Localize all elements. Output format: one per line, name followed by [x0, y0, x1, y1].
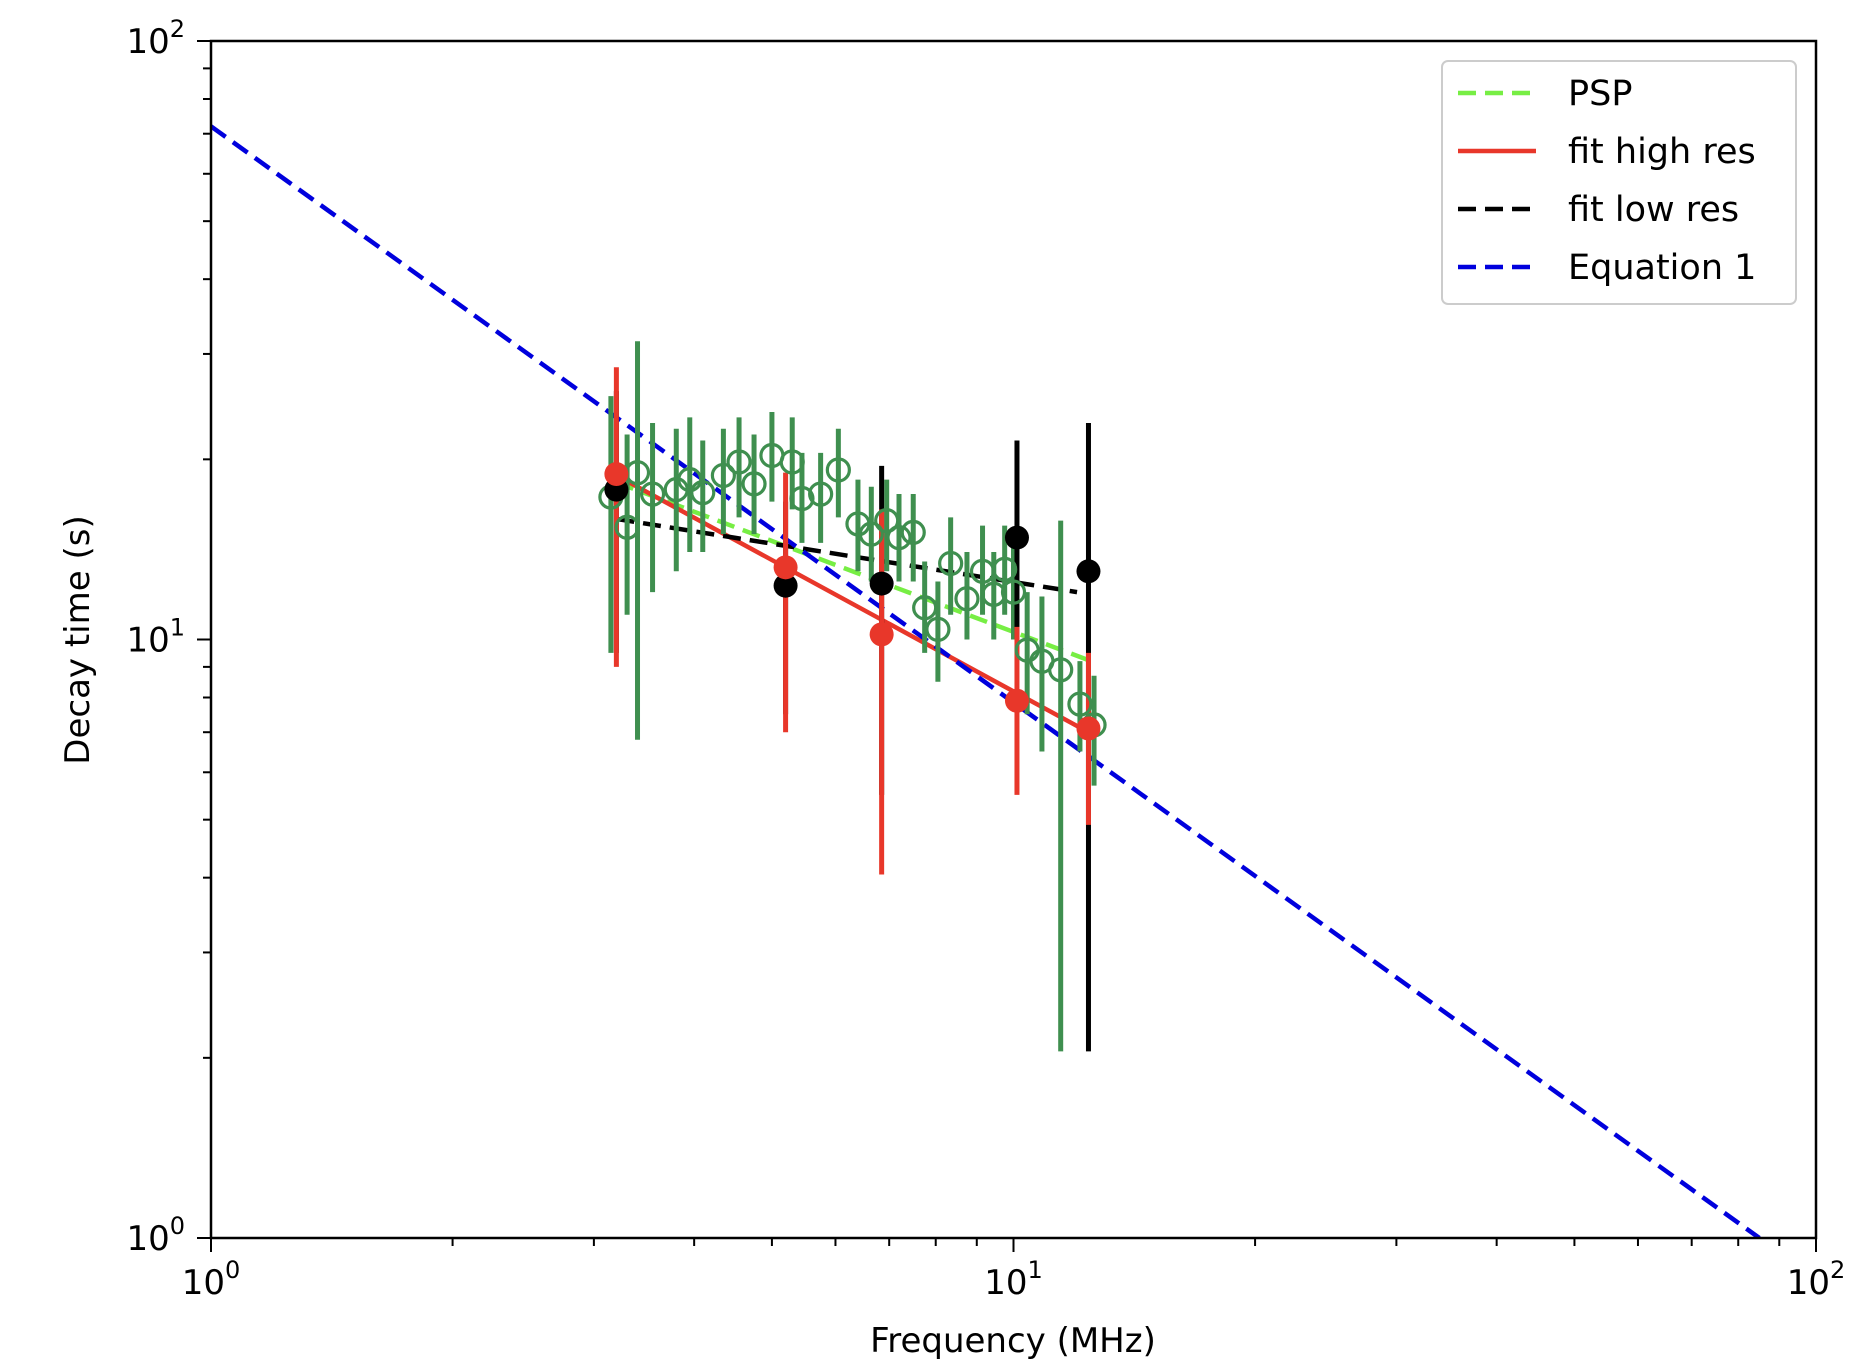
point-PSP: [741, 471, 767, 497]
point-PSP: [938, 550, 964, 577]
point-PSP: [825, 457, 851, 483]
point-fit-low-res: [869, 571, 894, 596]
point-PSP: [886, 524, 912, 551]
legend-label-Equation-1: Equation 1: [1568, 248, 1756, 288]
point-PSP: [710, 462, 736, 489]
legend-box: [1441, 60, 1797, 305]
point-fit-high-res: [773, 555, 798, 580]
legend-label-fit-low-res: fit low res: [1568, 190, 1739, 230]
point-PSP: [789, 485, 815, 512]
x-tick-base: 10: [1787, 1263, 1830, 1303]
point-PSP: [874, 508, 900, 534]
x-tick-exp: 1: [1027, 1256, 1042, 1284]
point-PSP: [900, 519, 926, 545]
point-PSP: [1000, 579, 1027, 605]
point-PSP: [677, 466, 703, 493]
axis-ticks: [197, 40, 1817, 1252]
legend-label-PSP: PSP: [1568, 74, 1632, 114]
line-Equation-1: [211, 124, 1761, 1238]
x-tick-exp: 2: [1830, 1256, 1845, 1284]
point-fit-high-res: [1076, 716, 1101, 741]
y-tick-label: 101: [126, 614, 185, 661]
point-fit-high-res: [1004, 688, 1029, 713]
y-tick-exp: 2: [170, 15, 185, 43]
y-tick-exp: 1: [170, 614, 185, 642]
y-axis-title: Decay time (s): [58, 515, 98, 764]
point-fit-low-res: [773, 573, 798, 598]
point-fit-high-res: [604, 462, 629, 487]
legend: PSP fit high res fit low res Equation 1: [1441, 60, 1797, 305]
y-tick-base: 10: [126, 621, 169, 661]
point-PSP: [925, 616, 951, 642]
point-fit-low-res: [1004, 525, 1029, 550]
x-tick-label: 100: [182, 1256, 241, 1303]
x-tick-label: 102: [1787, 1256, 1846, 1303]
point-PSP: [858, 521, 884, 547]
x-tick-base: 10: [984, 1263, 1027, 1303]
point-PSP: [779, 449, 805, 475]
legend-label-fit-high-res: fit high res: [1568, 132, 1756, 172]
x-tick-exp: 0: [225, 1256, 240, 1284]
y-tick-base: 10: [126, 1219, 169, 1259]
x-axis-title: Frequency (MHz): [870, 1321, 1156, 1361]
point-PSP: [614, 514, 640, 540]
point-fit-high-res: [869, 622, 894, 647]
data-points: [598, 442, 1107, 741]
error-bars: [608, 341, 1097, 1052]
y-tick-label: 102: [126, 15, 185, 62]
point-PSP: [726, 449, 752, 475]
x-tick-base: 10: [182, 1263, 225, 1303]
point-PSP: [639, 481, 666, 507]
point-PSP: [912, 595, 938, 621]
line-fit-high-res: [615, 473, 1090, 735]
point-PSP: [981, 581, 1007, 607]
point-PSP: [954, 586, 980, 612]
y-tick-label: 100: [126, 1212, 185, 1259]
point-fit-low-res: [1076, 559, 1101, 584]
point-PSP: [808, 481, 834, 507]
point-PSP: [1048, 657, 1074, 683]
y-tick-base: 10: [126, 22, 169, 62]
point-PSP: [1067, 691, 1093, 717]
x-tick-label: 101: [984, 1256, 1043, 1303]
y-tick-exp: 0: [170, 1212, 185, 1240]
point-PSP: [690, 479, 716, 506]
point-PSP: [992, 556, 1018, 582]
